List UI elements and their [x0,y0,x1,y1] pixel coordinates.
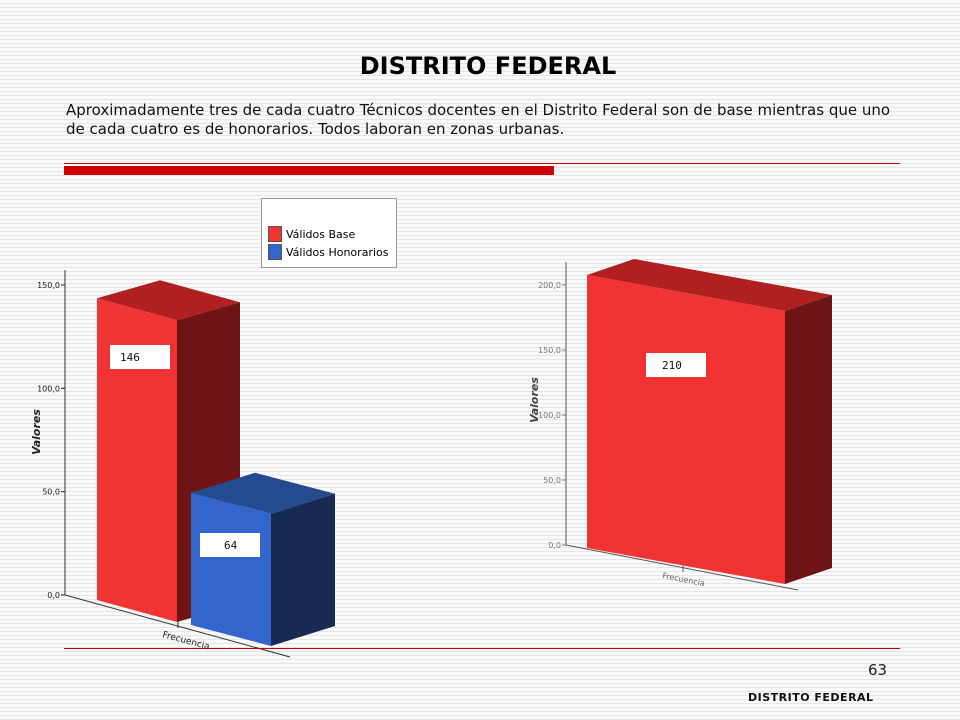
chart-1-bar-honorarios-label-box [200,533,260,557]
chart-1-bar-honorarios-top [191,472,335,514]
legend-item-base: Válidos Base [268,226,355,242]
chart-1-bar-base-label: 146 [120,351,140,364]
footer-text: DISTRITO FEDERAL [748,691,874,704]
y-tick-label: 0,0 [47,591,60,600]
legend-swatch-honorarios [268,244,282,260]
legend-swatch-base [268,226,282,242]
chart-2-bar-base-label: 210 [662,359,682,372]
slide-description: Aproximadamente tres de cada cuatro Técn… [66,101,891,138]
chart-2-category-label: Frecuencia [662,571,706,588]
chart-1-bar-honorarios-front [191,492,271,646]
y-tick-label: 150,0 [37,281,60,290]
y-tick-label: 50,0 [42,488,60,497]
y-tick-label: 50,0 [543,476,561,485]
legend-label-honorarios: Válidos Honorarios [286,245,389,259]
footer-rule [64,648,900,649]
title-rule-thick [64,166,554,175]
chart-2-x-axis [565,544,799,591]
chart-2-ylabel: Valores [528,377,541,423]
chart-1-bar-honorarios-label: 64 [224,539,238,552]
title-rule-thin [64,163,900,164]
chart-1-bar-base-top [97,280,240,321]
slide-title: DISTRITO FEDERAL [359,52,617,80]
y-tick-label: 100,0 [538,411,561,420]
y-tick-label: 100,0 [37,384,60,393]
chart-2-bar-base-top [587,259,832,311]
chart-1-ylabel: Valores [30,409,43,455]
chart-2-bar-base-label-box [646,353,706,377]
y-tick-label: 0,0 [548,541,561,550]
y-tick-label: 200,0 [538,281,561,290]
chart-2-bar-base-front [587,275,785,584]
chart-1-bar-base-front [97,298,177,622]
chart-1-bar-base-label-box [110,345,170,369]
chart-1-bar-honorarios-side [271,493,335,646]
chart-2-bar-base [587,259,832,584]
page-number: 63 [868,661,888,679]
legend-item-honorarios: Válidos Honorarios [268,244,388,260]
chart-2-bar-base-side [785,295,832,584]
legend-label-base: Válidos Base [286,227,356,241]
y-tick-label: 150,0 [538,346,561,355]
chart-1-bar-honorarios [191,472,335,646]
chart-1-legend: Válidos Base Válidos Honorarios [261,198,397,268]
